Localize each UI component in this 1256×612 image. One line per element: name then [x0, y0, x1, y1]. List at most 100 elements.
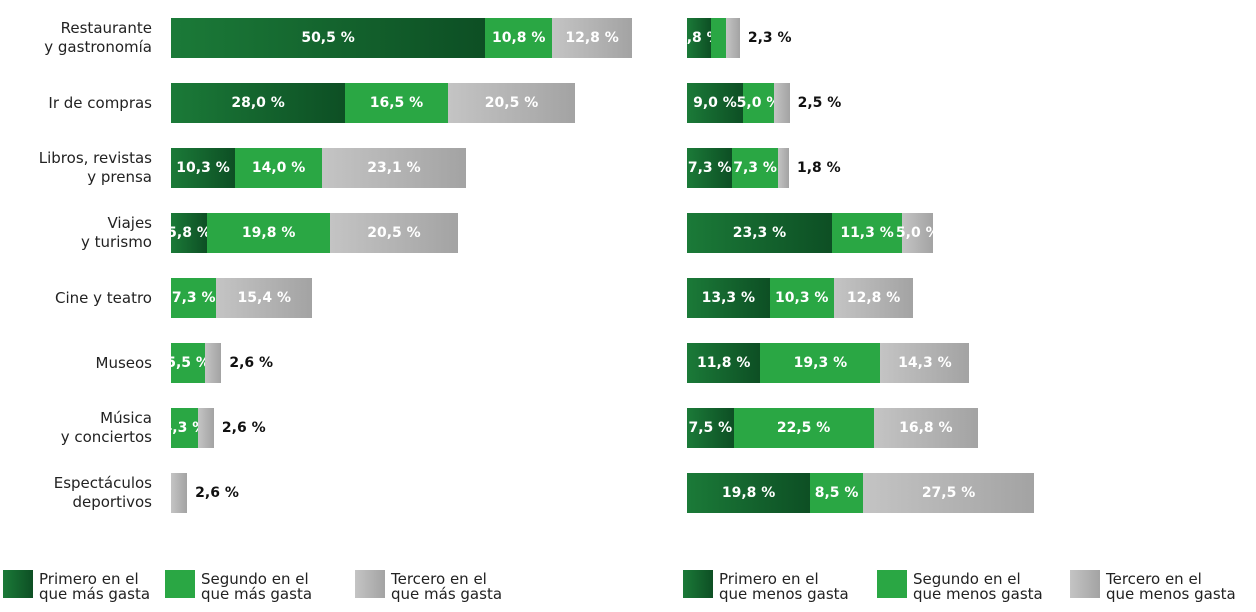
value-label: 28,0 % — [231, 95, 285, 111]
bar-segment — [733, 408, 874, 448]
value-label: 14,0 % — [251, 160, 306, 176]
category-label: Museos — [95, 354, 152, 372]
value-label: 19,8 % — [241, 225, 296, 241]
value-label: 11,8 % — [696, 355, 751, 371]
bar-segment — [880, 343, 970, 383]
value-label: 23,1 % — [367, 160, 421, 176]
bar-segment — [447, 83, 576, 123]
category-label: Ir de compras — [48, 94, 152, 112]
bar-segment — [687, 343, 761, 383]
bar-segment — [687, 408, 734, 448]
value-label: 13,3 % — [701, 290, 756, 306]
value-label: 50,5 % — [301, 30, 355, 46]
bar-segment — [171, 213, 208, 253]
value-label: 16,8 % — [899, 420, 953, 436]
bar-segment — [831, 213, 903, 253]
legend-swatch — [165, 570, 195, 598]
value-label: 20,5 % — [367, 225, 421, 241]
bar-segment — [732, 148, 778, 188]
bar-segment — [205, 343, 222, 383]
category-label: Espectáculos deportivos — [53, 474, 152, 511]
legend-label: Segundo en el que más gasta — [201, 570, 313, 603]
bar-segment — [322, 148, 466, 188]
bar-segment — [485, 18, 553, 58]
bar-segment — [710, 18, 726, 58]
bar-segment — [725, 18, 740, 58]
legend-label: Tercero en el que menos gasta — [1106, 570, 1236, 603]
value-label: 19,8 % — [721, 485, 776, 501]
value-label: 7,5 % — [688, 420, 733, 436]
value-label: 7,3 % — [687, 160, 732, 176]
bar-segment — [171, 343, 206, 383]
bar-segment — [171, 473, 188, 513]
category-label: Restaurante y gastronomía — [44, 19, 152, 56]
value-label: 16,5 % — [369, 95, 424, 111]
value-label: 5,0 % — [895, 225, 940, 241]
legend-label: Primero en el que menos gasta — [719, 570, 849, 603]
bar-segment — [777, 148, 789, 188]
bar-segment — [171, 278, 217, 318]
bar-segment — [863, 473, 1035, 513]
value-label: 15,4 % — [237, 290, 291, 306]
value-label: 7,3 % — [171, 290, 216, 306]
value-label: 8,5 % — [814, 485, 859, 501]
bar-segment — [769, 278, 834, 318]
value-label: 2,3 % — [747, 30, 792, 46]
bar-segment — [687, 213, 832, 253]
value-label: 5,0 % — [736, 95, 781, 111]
legend-swatch — [683, 570, 713, 598]
bar-segment — [235, 148, 323, 188]
bar-segment — [345, 83, 448, 123]
value-label: 10,8 % — [491, 30, 546, 46]
value-label: 2,5 % — [797, 95, 842, 111]
value-label: 22,5 % — [776, 420, 831, 436]
category-label: Viajes y turismo — [81, 214, 152, 251]
legend-swatch — [355, 570, 385, 598]
category-label: Libros, revistas y prensa — [38, 149, 152, 186]
bar-segment — [207, 213, 331, 253]
value-label: 5,8 % — [167, 225, 211, 241]
bar-segment — [687, 473, 811, 513]
value-label: 2,6 % — [229, 355, 274, 371]
bar-segment — [902, 213, 934, 253]
value-label: 19,3 % — [793, 355, 848, 371]
value-label: 3,8 % — [676, 30, 721, 46]
category-label: Cine y teatro — [55, 289, 152, 307]
legend-swatch — [877, 570, 907, 598]
bar-segment — [171, 148, 236, 188]
bar-segment — [171, 408, 198, 448]
bar-segment — [216, 278, 313, 318]
value-label: 11,3 % — [840, 225, 894, 241]
legend-label: Tercero en el que más gasta — [391, 570, 503, 603]
category-label: Música y conciertos — [60, 409, 152, 446]
legend-label: Primero en el que más gasta — [39, 570, 151, 603]
value-label: 4,3 % — [162, 420, 207, 436]
bar-segment — [810, 473, 863, 513]
value-label: 9,0 % — [693, 95, 737, 111]
bar-segment — [687, 83, 743, 123]
value-label: 12,8 % — [565, 30, 619, 46]
bar-segment — [197, 408, 214, 448]
bar-segment — [873, 408, 979, 448]
bar-segment — [687, 18, 711, 58]
bar-segment — [171, 83, 346, 123]
value-label: 12,8 % — [846, 290, 901, 306]
value-label: 27,5 % — [921, 485, 976, 501]
value-label: 7,3 % — [733, 160, 777, 176]
value-label: 1,8 % — [797, 160, 841, 176]
value-label: 5,5 % — [166, 355, 210, 371]
value-label: 23,3 % — [732, 225, 787, 241]
legend-label: Segundo en el que menos gasta — [913, 570, 1043, 603]
value-label: 2,6 % — [195, 485, 239, 501]
bar-segment — [760, 343, 881, 383]
value-label: 14,3 % — [898, 355, 952, 371]
bar-segment — [687, 148, 733, 188]
legend-swatch — [1070, 570, 1100, 598]
legend-swatch — [3, 570, 33, 598]
bar-segment — [833, 278, 914, 318]
bar-segment — [330, 213, 458, 253]
bar-segment — [171, 18, 486, 58]
bar-segment — [552, 18, 632, 58]
value-label: 2,6 % — [221, 420, 266, 436]
